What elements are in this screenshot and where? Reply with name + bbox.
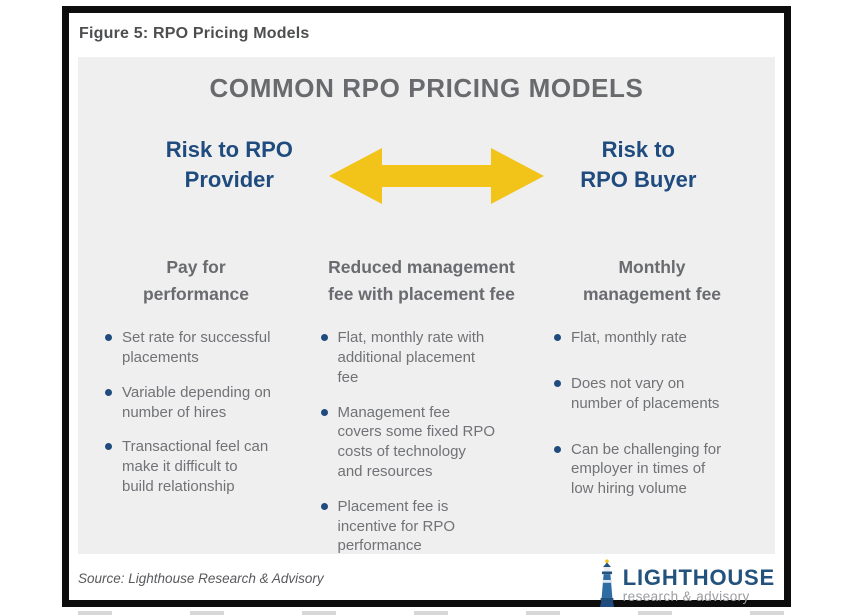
bullet-item: Does not vary on number of placements [554, 374, 755, 414]
column-monthly-management-fee: Monthly management fee Flat, monthly rat… [549, 254, 755, 571]
bullet-item: Management fee covers some fixed RPO cos… [320, 403, 528, 482]
bullet-text: Transactional feel can make it difficult… [122, 438, 269, 496]
bullet-dot-icon [105, 388, 112, 396]
risk-to-buyer-label: Risk to RPO Buyer [580, 136, 697, 192]
bullet-dot-icon [554, 445, 561, 453]
bullet-dot-icon [105, 443, 112, 451]
bullet-dot-icon [320, 408, 328, 416]
column-pay-for-performance: Pay for performance Set rate for success… [98, 254, 294, 571]
bullet-list: Flat, monthly rate Does not vary on numb… [549, 328, 755, 525]
column-heading: Monthly management fee [582, 257, 722, 305]
lighthouse-icon [599, 559, 614, 607]
bullet-dot-icon [320, 334, 328, 342]
page-edge-artifact [0, 611, 848, 615]
logo-text: LIGHTHOUSE research & advisory [623, 559, 775, 604]
pricing-columns: Pay for performance Set rate for success… [78, 254, 775, 571]
bullet-item: Transactional feel can make it difficult… [105, 437, 294, 496]
bullet-item: Placement fee is incentive for RPO perfo… [320, 497, 528, 556]
risk-spectrum: Risk to RPO Provider Risk to RPO Buyer [78, 126, 775, 204]
bullet-item: Variable depending on number of hires [105, 383, 294, 423]
bullet-list: Set rate for successful placements Varia… [98, 328, 294, 512]
figure-caption: Figure 5: RPO Pricing Models [79, 25, 310, 42]
bullet-text: Flat, monthly rate [571, 329, 687, 347]
bullet-text: Set rate for successful placements [122, 329, 271, 367]
column-heading: Pay for performance [142, 257, 249, 305]
bullet-text: Management fee covers some fixed RPO cos… [337, 403, 496, 481]
bullet-text: Does not vary on number of placements [571, 375, 720, 412]
logo-tagline: research & advisory [622, 589, 750, 605]
bullet-item: Set rate for successful placements [105, 328, 294, 368]
risk-to-provider-label: Risk to RPO Provider [165, 136, 293, 192]
bullet-item: Can be challenging for employer in times… [554, 440, 755, 499]
source-credit: Source: Lighthouse Research & Advisory [78, 571, 324, 586]
lighthouse-logo: LIGHTHOUSE research & advisory [597, 559, 775, 607]
panel-title: COMMON RPO PRICING MODELS [209, 73, 644, 103]
column-reduced-management-fee: Reduced management fee with placement fe… [316, 254, 528, 571]
bullet-text: Placement fee is incentive for RPO perfo… [337, 497, 456, 555]
bullet-dot-icon [320, 502, 328, 510]
bullet-dot-icon [554, 334, 561, 342]
bullet-dot-icon [554, 380, 561, 388]
bullet-dot-icon [105, 334, 112, 342]
double-arrow-icon [328, 148, 544, 204]
column-heading: Reduced management fee with placement fe… [328, 257, 515, 305]
logo-wordmark: LIGHTHOUSE [622, 565, 775, 590]
pricing-models-panel: COMMON RPO PRICING MODELS Risk to RPO Pr… [78, 57, 775, 554]
bullet-item: Flat, monthly rate [554, 328, 755, 348]
bullet-item: Flat, monthly rate with additional place… [320, 328, 528, 387]
bullet-text: Flat, monthly rate with additional place… [337, 329, 485, 386]
figure-frame: Figure 5: RPO Pricing Models COMMON RPO … [62, 6, 791, 607]
bullet-list: Flat, monthly rate with additional place… [316, 328, 528, 571]
bullet-text: Variable depending on number of hires [122, 383, 272, 421]
figure-footer: Source: Lighthouse Research & Advisory L… [78, 559, 775, 607]
bullet-text: Can be challenging for employer in times… [571, 440, 722, 498]
